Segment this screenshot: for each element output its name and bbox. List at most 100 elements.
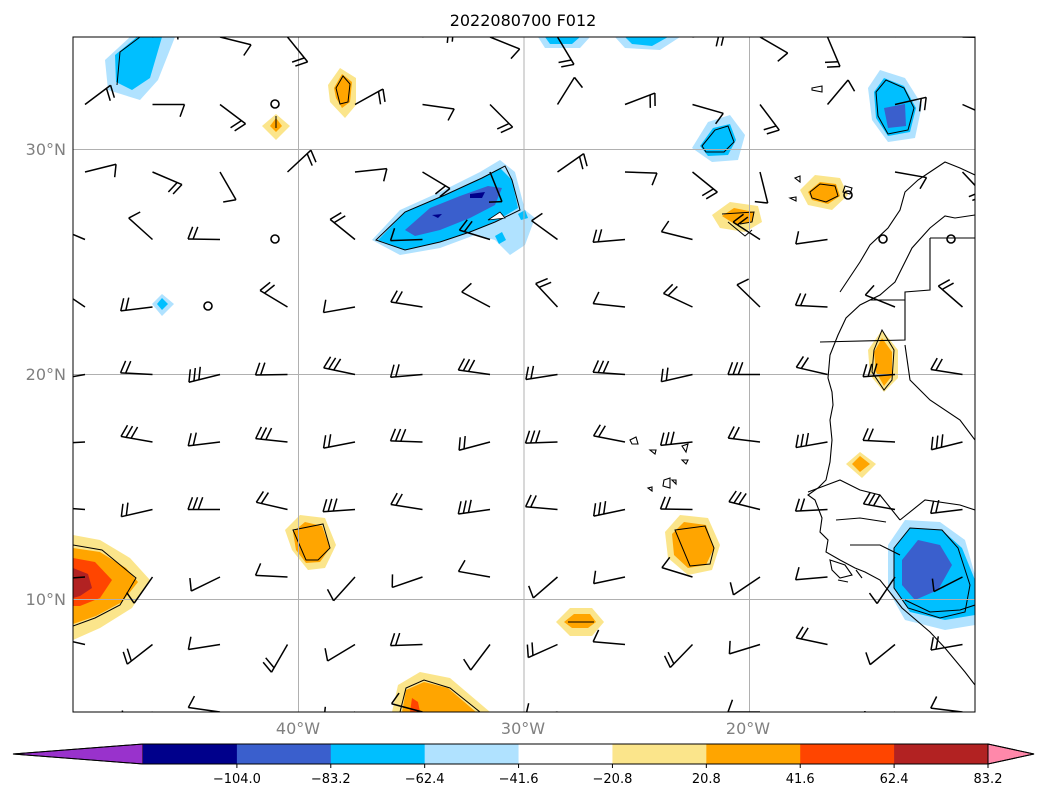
wind-barb [868,576,896,604]
colorbar-tick-label: 62.4 [880,772,909,787]
calm-circle [878,234,888,244]
wind-barb [323,356,356,376]
wind-barb [389,632,423,647]
colorbar-tick-label: −83.2 [311,772,351,787]
wind-barb [728,490,761,511]
contour-blob-neg-small [152,294,174,316]
wind-barb [126,576,154,604]
colorbar-tick-label: −41.6 [499,772,539,787]
wind-barb [692,103,724,125]
wind-barb [489,103,514,134]
wind-barb [759,37,789,62]
wind-barb [895,37,897,38]
wind-barb [187,636,221,651]
longitude-labels: 40°W 30°W 20°W [276,719,770,738]
wind-barb [322,299,356,314]
wind-barb [73,640,86,646]
colorbar-segment [894,744,989,764]
lat-label-20n: 20°N [26,365,66,384]
madeira [842,185,853,195]
calm-circle [843,190,853,200]
wind-barb [489,37,521,60]
border-senegal [807,479,975,613]
wind-barb [864,710,895,712]
calm-circle [270,99,280,109]
wind-barb [795,432,828,449]
wind-barb [324,643,356,662]
wind-barb [354,88,386,106]
wind-barb [286,37,309,67]
wind-barb [389,428,423,443]
wind-barb [73,373,86,378]
wind-barb [663,643,694,669]
wind-barb [219,103,247,132]
colorbar-segment [800,744,895,764]
wind-barb [286,149,317,173]
colorbar-segment [330,744,426,764]
contour-blob-pos-west [73,535,150,640]
wind-barb [754,171,769,204]
colorbar-segment [518,744,613,764]
colorbar-outline [12,743,1035,765]
calm-circles [203,99,956,311]
wind-barb [457,559,491,578]
figure-title: 2022080700 F012 [450,11,597,30]
wind-barb [324,706,355,712]
africa-coastline [807,214,975,686]
contour-blob-neg-ne1 [692,115,745,162]
colorbar-extend-high [987,743,1035,765]
wind-barb [727,426,761,443]
wind-barb [120,502,153,518]
wind-barb [525,703,558,712]
wind-barb [259,281,288,308]
lon-label-40w: 40°W [276,719,320,738]
colorbar: −104.0 −83.2 −62.4 −41.6 −20.8 20.8 41.6 62.4 83… [12,743,1035,787]
wind-barb [592,501,626,517]
wind-barb [128,211,154,241]
wind-barb [759,104,780,135]
wind-barb [152,171,183,195]
wind-barb [727,699,760,712]
map-area [73,37,975,712]
wind-barb [556,76,584,105]
wind-barb [592,229,626,244]
wind-barb [262,644,289,673]
contour-blob-pos-12n-23w [665,515,720,575]
wind-barb [736,278,761,308]
wind-barb [864,284,896,308]
wind-barb [659,431,693,447]
contour-blob-pos-south [392,672,490,712]
wind-barb [391,574,423,589]
contour-blob-pos-28n-15w [800,175,848,210]
wind-barb [390,492,423,511]
wind-barb [535,277,559,308]
wind-barb [255,490,288,511]
wind-barb [187,226,221,241]
map-frame [72,36,976,713]
lat-label-30n: 30°N [26,140,66,159]
wind-barb [457,358,491,376]
wind-barb [73,576,86,579]
wind-barb [930,636,963,651]
wind-barbs [73,37,975,712]
wind-barb [592,291,626,308]
colorbar-tick-label: 41.6 [786,772,815,787]
latitude-labels: 30°N 20°N 10°N [26,140,66,609]
wind-barb [461,282,491,308]
guinea-coast [829,559,863,583]
wind-barb [120,424,153,443]
lon-label-20w: 20°W [726,719,770,738]
wind-barb [862,428,896,443]
contour-blob-neg-nw [105,37,175,100]
wind-barb [592,629,626,646]
wind-barb [390,290,423,308]
wind-barb [930,434,963,451]
wind-barb [937,279,963,308]
colorbar-extend-low [12,743,144,765]
wind-barb [525,365,558,381]
wind-barb [119,360,153,376]
wind-barb [354,167,388,182]
calm-circle [203,301,213,311]
canary-islands [788,85,823,202]
